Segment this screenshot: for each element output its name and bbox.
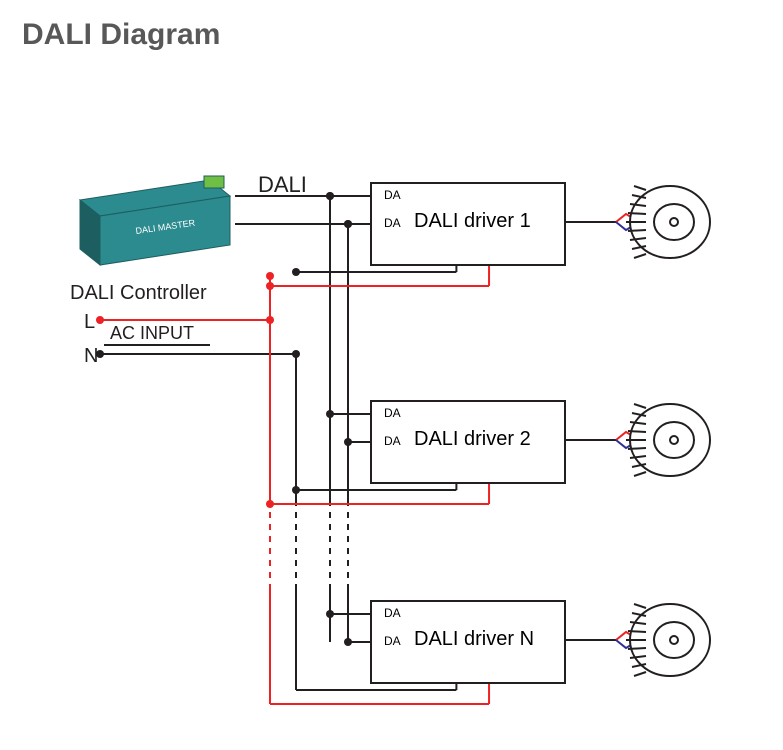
diagram-title: DALI Diagram bbox=[22, 18, 220, 52]
driver-3-label: DALI driver N bbox=[414, 628, 534, 651]
driver-2-label: DALI driver 2 bbox=[414, 428, 531, 451]
driver-1-da2: DA bbox=[384, 216, 401, 230]
dali-controller-icon: DALI MASTER bbox=[80, 176, 230, 265]
lamp-icon bbox=[626, 186, 710, 258]
driver-3-da1: DA bbox=[384, 606, 401, 620]
driver-3-da2: DA bbox=[384, 634, 401, 648]
driver-1-label: DALI driver 1 bbox=[414, 210, 531, 233]
driver-1-da1: DA bbox=[384, 188, 401, 202]
ac-N-label: N bbox=[84, 345, 98, 368]
lamp-icon bbox=[626, 404, 710, 476]
ac-input-label: AC INPUT bbox=[110, 323, 194, 344]
dali-bus-label: DALI bbox=[258, 172, 307, 198]
lamp-icon bbox=[626, 604, 710, 676]
driver-2-da1: DA bbox=[384, 406, 401, 420]
controller-label: DALI Controller bbox=[70, 282, 207, 305]
ac-L-label: L bbox=[84, 311, 95, 334]
driver-2-da2: DA bbox=[384, 434, 401, 448]
